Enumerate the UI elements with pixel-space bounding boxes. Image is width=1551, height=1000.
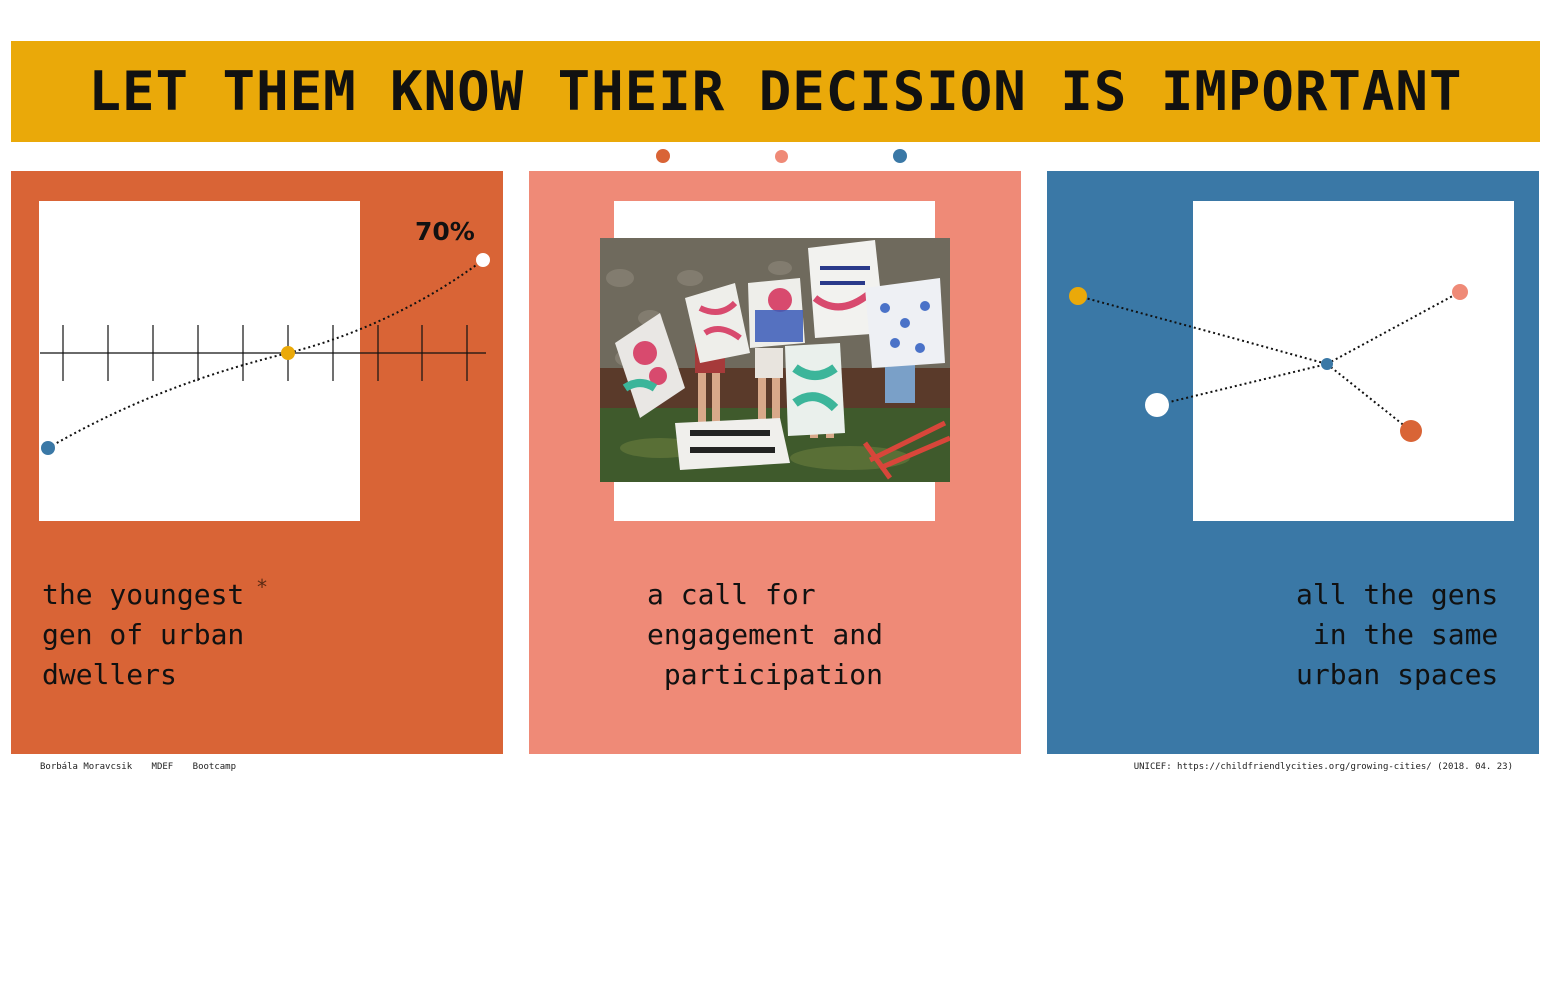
legend-dot-orange [656, 149, 670, 163]
panel-2-caption: a call for engagement and participation [647, 578, 884, 691]
children-posters-photo [600, 238, 950, 482]
panel-1-white-box [39, 201, 360, 521]
panel-youngest-gen: the youngest gen of urban dwellers * [11, 171, 503, 754]
footer-course: Bootcamp [192, 762, 237, 772]
panel-all-gens: all the gens in the same urban spaces [1047, 171, 1539, 754]
legend-dot-salmon [775, 150, 788, 163]
footer-credits: Borbála Moravcsik MDEF Bootcamp [40, 762, 250, 772]
footer-source: UNICEF: https://childfriendlycities.org/… [1133, 762, 1513, 772]
legend-dot-blue [893, 149, 907, 163]
panel-1-caption: the youngest gen of urban dwellers [42, 578, 245, 691]
panel-3-white-box [1193, 201, 1514, 521]
page-title: LET THEM KNOW THEIR DECISION IS IMPORTAN… [88, 60, 1463, 123]
footer-author: Borbála Moravcsik [40, 762, 133, 772]
footer-program: MDEF [151, 762, 174, 772]
asterisk-mark: * [256, 575, 269, 599]
title-banner: LET THEM KNOW THEIR DECISION IS IMPORTAN… [11, 41, 1540, 142]
panel-3-caption: all the gens in the same urban spaces [1296, 578, 1499, 691]
